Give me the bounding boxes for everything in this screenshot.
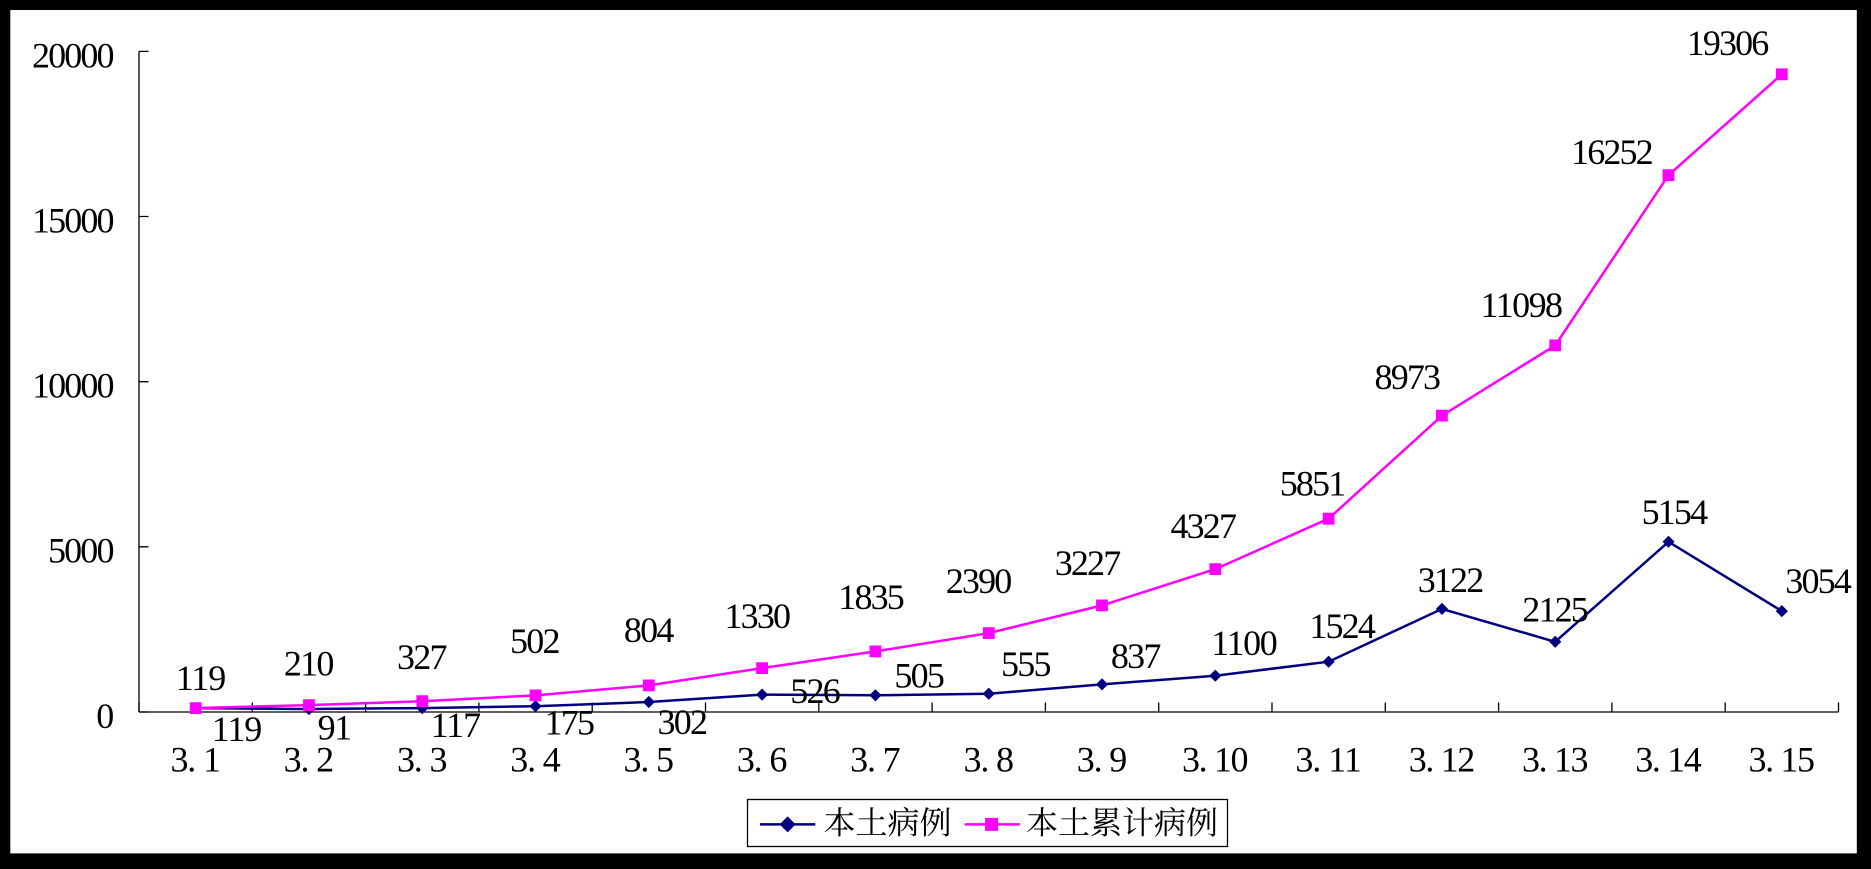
svg-text:3. 11: 3. 11 bbox=[1295, 740, 1362, 780]
svg-text:3054: 3054 bbox=[1785, 561, 1852, 601]
svg-text:3. 12: 3. 12 bbox=[1409, 740, 1476, 780]
svg-text:20000: 20000 bbox=[32, 35, 115, 75]
svg-text:11098: 11098 bbox=[1481, 285, 1564, 325]
svg-text:175: 175 bbox=[545, 703, 596, 743]
svg-text:2125: 2125 bbox=[1522, 590, 1589, 630]
svg-text:19306: 19306 bbox=[1687, 23, 1770, 63]
svg-text:5851: 5851 bbox=[1280, 464, 1347, 504]
svg-text:1524: 1524 bbox=[1309, 606, 1376, 646]
svg-text:3. 1: 3. 1 bbox=[170, 740, 221, 780]
svg-text:3. 6: 3. 6 bbox=[737, 740, 788, 780]
svg-text:91: 91 bbox=[318, 708, 353, 748]
svg-text:837: 837 bbox=[1111, 636, 1162, 676]
svg-text:3. 5: 3. 5 bbox=[624, 740, 675, 780]
svg-text:505: 505 bbox=[894, 656, 945, 696]
svg-text:3. 4: 3. 4 bbox=[510, 740, 561, 780]
svg-text:3. 10: 3. 10 bbox=[1182, 740, 1249, 780]
svg-text:10000: 10000 bbox=[32, 366, 115, 406]
svg-text:3. 7: 3. 7 bbox=[850, 740, 901, 780]
svg-text:3227: 3227 bbox=[1055, 543, 1122, 583]
svg-text:3. 14: 3. 14 bbox=[1635, 740, 1702, 780]
svg-text:327: 327 bbox=[397, 637, 448, 677]
svg-text:16252: 16252 bbox=[1571, 132, 1654, 172]
svg-text:302: 302 bbox=[658, 702, 709, 742]
svg-text:5154: 5154 bbox=[1642, 492, 1709, 532]
svg-text:119: 119 bbox=[176, 658, 227, 698]
svg-text:15000: 15000 bbox=[32, 200, 115, 240]
svg-text:555: 555 bbox=[1001, 644, 1052, 684]
svg-text:119: 119 bbox=[212, 709, 262, 749]
svg-text:0: 0 bbox=[96, 696, 114, 736]
svg-text:3. 15: 3. 15 bbox=[1749, 740, 1816, 780]
svg-text:4327: 4327 bbox=[1170, 506, 1237, 546]
svg-text:2390: 2390 bbox=[946, 561, 1013, 601]
svg-text:502: 502 bbox=[510, 621, 561, 661]
svg-text:3122: 3122 bbox=[1418, 560, 1485, 600]
svg-text:117: 117 bbox=[431, 705, 482, 745]
svg-text:210: 210 bbox=[284, 643, 335, 683]
svg-text:526: 526 bbox=[790, 671, 841, 711]
svg-text:5000: 5000 bbox=[48, 531, 115, 571]
svg-text:8973: 8973 bbox=[1375, 357, 1442, 397]
svg-text:1835: 1835 bbox=[838, 577, 905, 617]
svg-text:3. 9: 3. 9 bbox=[1077, 740, 1128, 780]
svg-text:3. 8: 3. 8 bbox=[964, 740, 1015, 780]
svg-text:3. 13: 3. 13 bbox=[1522, 740, 1589, 780]
svg-text:804: 804 bbox=[624, 610, 675, 650]
svg-text:1100: 1100 bbox=[1211, 623, 1278, 663]
svg-text:3. 3: 3. 3 bbox=[397, 740, 448, 780]
svg-text:1330: 1330 bbox=[725, 596, 792, 636]
svg-text:3. 2: 3. 2 bbox=[284, 740, 335, 780]
